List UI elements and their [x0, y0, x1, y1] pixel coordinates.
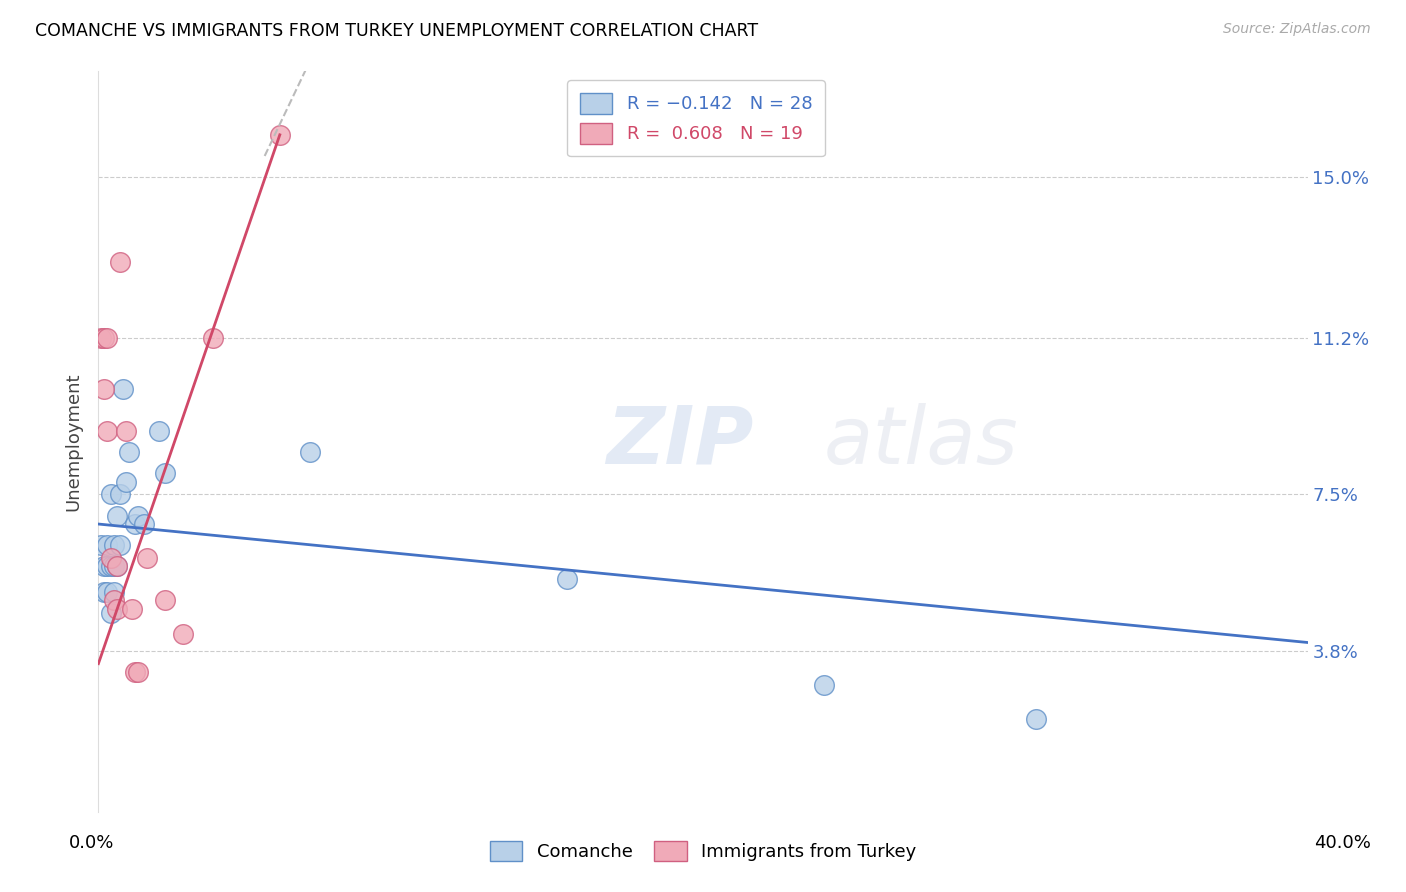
- Point: [555, 572, 578, 586]
- Point: [93, 584, 115, 599]
- Point: [100, 550, 122, 565]
- Legend: R = −0.142   N = 28, R =  0.608   N = 19: R = −0.142 N = 28, R = 0.608 N = 19: [567, 80, 825, 156]
- Point: [148, 424, 170, 438]
- Point: [121, 601, 143, 615]
- Point: [100, 559, 122, 574]
- Point: [108, 487, 131, 501]
- Legend: Comanche, Immigrants from Turkey: Comanche, Immigrants from Turkey: [479, 830, 927, 872]
- Text: 40.0%: 40.0%: [1315, 834, 1371, 852]
- Point: [96, 584, 118, 599]
- Point: [299, 445, 322, 459]
- Point: [100, 606, 122, 620]
- Point: [202, 331, 225, 345]
- Text: atlas: atlas: [824, 402, 1019, 481]
- Point: [132, 516, 155, 531]
- Point: [96, 424, 118, 438]
- Point: [127, 508, 149, 523]
- Point: [93, 382, 115, 396]
- Point: [135, 550, 157, 565]
- Point: [269, 128, 291, 142]
- Point: [90, 538, 112, 552]
- Text: 0.0%: 0.0%: [69, 834, 114, 852]
- Point: [100, 487, 122, 501]
- Point: [93, 331, 115, 345]
- Point: [105, 508, 128, 523]
- Point: [172, 627, 194, 641]
- Point: [96, 538, 118, 552]
- Point: [105, 559, 128, 574]
- Point: [103, 584, 125, 599]
- Point: [96, 559, 118, 574]
- Point: [103, 559, 125, 574]
- Point: [124, 665, 146, 679]
- Point: [103, 593, 125, 607]
- Point: [108, 254, 131, 268]
- Text: ZIP: ZIP: [606, 402, 754, 481]
- Point: [90, 331, 112, 345]
- Text: Source: ZipAtlas.com: Source: ZipAtlas.com: [1223, 22, 1371, 37]
- Point: [114, 424, 136, 438]
- Text: COMANCHE VS IMMIGRANTS FROM TURKEY UNEMPLOYMENT CORRELATION CHART: COMANCHE VS IMMIGRANTS FROM TURKEY UNEMP…: [35, 22, 758, 40]
- Point: [111, 382, 134, 396]
- Point: [105, 559, 128, 574]
- Y-axis label: Unemployment: Unemployment: [65, 372, 83, 511]
- Point: [127, 665, 149, 679]
- Point: [96, 331, 118, 345]
- Point: [108, 538, 131, 552]
- Point: [124, 516, 146, 531]
- Point: [153, 467, 176, 481]
- Point: [153, 593, 176, 607]
- Point: [105, 601, 128, 615]
- Point: [114, 475, 136, 489]
- Point: [103, 538, 125, 552]
- Point: [1024, 712, 1046, 726]
- Point: [93, 559, 115, 574]
- Point: [813, 678, 835, 692]
- Point: [118, 445, 141, 459]
